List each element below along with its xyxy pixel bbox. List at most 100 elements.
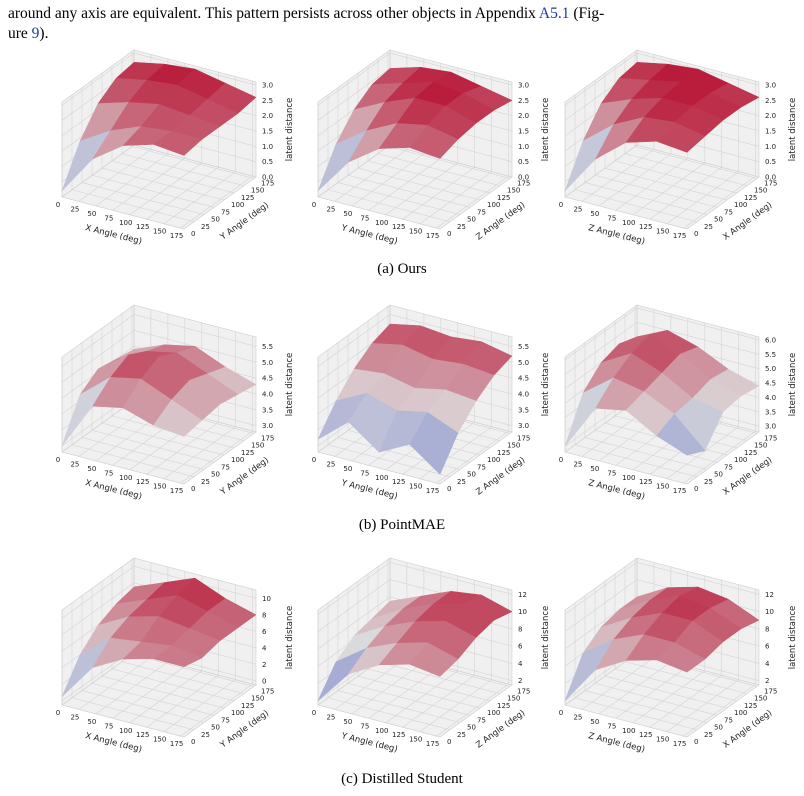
grid-line	[367, 573, 491, 702]
x-axis-label: X Angle (deg)	[84, 731, 143, 755]
y-tick-label: 175	[764, 687, 777, 695]
surface-patch	[656, 121, 706, 153]
grid-line	[337, 342, 461, 470]
x-tick-label: 50	[87, 718, 96, 726]
x-tick-label: 175	[170, 232, 183, 240]
text: ure	[8, 25, 32, 42]
x-tick-label: 100	[375, 474, 388, 482]
y-tick-label: 0	[191, 230, 195, 238]
x-tick-label: 175	[426, 487, 439, 495]
z-tick-label: 0.5	[518, 158, 529, 166]
y-tick-label: 125	[241, 194, 254, 202]
y-tick-label: 0	[447, 230, 451, 238]
x-tick-label: 75	[360, 722, 369, 730]
link[interactable]: 9	[31, 25, 40, 42]
x-tick-label: 75	[360, 214, 369, 222]
z-tick-label: 0	[262, 677, 266, 685]
y-axis-label: Y Angle (deg)	[218, 200, 271, 242]
z-tick-label: 4.0	[262, 391, 273, 399]
x-tick-label: 50	[87, 210, 96, 218]
grid-line	[61, 52, 257, 106]
y-tick-label: 100	[231, 456, 244, 464]
y-tick-label: 150	[251, 442, 264, 450]
y-axis-label: Y Angle (deg)	[218, 708, 271, 750]
y-tick-label: 75	[724, 716, 733, 724]
x-tick-label: 150	[656, 736, 669, 744]
y-tick-label: 75	[477, 463, 486, 471]
y-tick-label: 75	[221, 208, 230, 216]
grid-line	[111, 573, 235, 702]
z-tick-label: 1.0	[765, 143, 776, 151]
z-tick-label: 1.5	[262, 128, 273, 136]
y-tick-label: 175	[517, 179, 530, 187]
grid-line	[564, 52, 760, 106]
y-tick-label: 25	[457, 731, 466, 739]
z-tick-label: 8	[765, 625, 769, 633]
z-tick-label: 2	[518, 677, 522, 685]
x-tick-label: 125	[392, 731, 405, 739]
y-tick-label: 150	[251, 187, 264, 195]
y-tick-label: 100	[734, 456, 747, 464]
x-tick-label: 150	[656, 483, 669, 491]
y-tick-label: 100	[487, 201, 500, 209]
y-tick-label: 0	[191, 738, 195, 746]
z-tick-label: 3.0	[765, 423, 776, 431]
x-tick-label: 125	[639, 478, 652, 486]
y-axis-label: X Angle (deg)	[721, 200, 774, 242]
x-tick-label: 175	[673, 232, 686, 240]
grid-line	[180, 589, 253, 737]
z-tick-label: 1.0	[262, 143, 273, 151]
x-tick-label: 50	[343, 465, 352, 473]
x-tick-label: 25	[573, 713, 582, 721]
y-tick-label: 125	[241, 449, 254, 457]
y-tick-label: 75	[221, 716, 230, 724]
z-tick-label: 4.5	[765, 380, 776, 388]
y-tick-label: 50	[714, 471, 723, 479]
x-tick-label: 175	[426, 232, 439, 240]
link[interactable]: A5.1	[538, 5, 570, 22]
z-tick-label: 6	[765, 643, 770, 651]
y-tick-label: 75	[477, 716, 486, 724]
grid-line	[81, 342, 205, 470]
grid-line	[317, 610, 441, 738]
grid-line	[91, 588, 215, 716]
z-tick-label: 5.0	[262, 359, 273, 367]
surface-patch	[152, 645, 203, 668]
x-tick-label: 100	[119, 219, 132, 227]
z-axis-label: latent distance	[285, 606, 295, 670]
z-axis-label: latent distance	[285, 353, 295, 417]
y-tick-label: 125	[744, 702, 757, 710]
z-axis-label: latent distance	[541, 353, 551, 417]
grid-line	[317, 314, 513, 367]
y-tick-label: 125	[497, 702, 510, 710]
y-tick-label: 175	[517, 687, 530, 695]
z-tick-label: 4.5	[262, 375, 273, 383]
x-tick-label: 125	[136, 223, 149, 231]
x-tick-label: 25	[326, 460, 335, 468]
z-axis-label: latent distance	[541, 98, 551, 162]
grid-line	[61, 357, 185, 485]
y-tick-label: 25	[201, 478, 210, 486]
z-tick-label: 3.0	[262, 82, 273, 90]
x-tick-label: 0	[312, 456, 316, 464]
y-tick-label: 25	[201, 731, 210, 739]
z-tick-label: 6	[518, 643, 523, 651]
grid-line	[146, 327, 219, 475]
y-tick-label: 150	[507, 442, 520, 450]
x-tick-label: 0	[312, 709, 316, 717]
x-tick-label: 75	[360, 469, 369, 477]
y-tick-label: 25	[457, 478, 466, 486]
x-tick-label: 0	[56, 709, 60, 717]
y-tick-label: 75	[477, 208, 486, 216]
grid-line	[71, 602, 195, 731]
y-tick-label: 50	[467, 216, 476, 224]
grid-line	[317, 561, 513, 615]
grid-line	[317, 357, 441, 485]
grid-line	[101, 581, 225, 709]
x-tick-label: 100	[622, 474, 635, 482]
y-tick-label: 50	[211, 216, 220, 224]
y-tick-label: 125	[744, 194, 757, 202]
y-axis-label: Z Angle (deg)	[474, 200, 527, 242]
